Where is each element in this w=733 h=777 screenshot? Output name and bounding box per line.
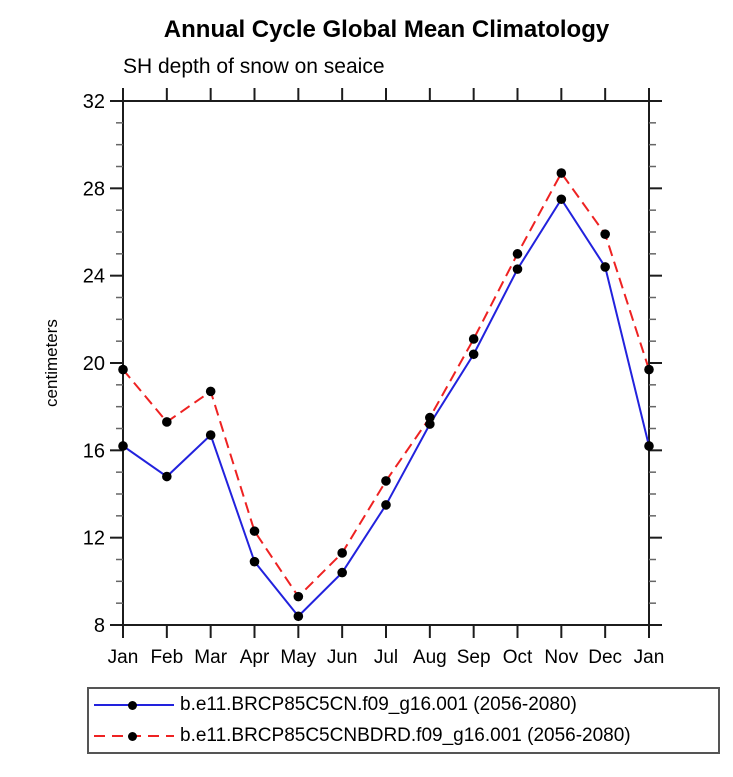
x-tick-label: Oct [503,647,533,668]
y-tick-label: 16 [83,440,105,462]
data-point-series-1 [556,168,567,178]
x-tick-label: Jan [634,647,665,668]
data-point-series-1 [425,412,435,423]
x-tick-label: Sep [457,647,491,668]
legend-item: b.e11.BRCP85C5CN.f09_g16.001 (2056-2080) [89,690,718,721]
y-tick-label: 12 [83,528,105,550]
data-point-series-0 [205,430,216,440]
data-point-series-0 [337,567,347,578]
data-point-series-0 [512,264,523,274]
x-tick-label: Mar [194,647,227,668]
legend-item: b.e11.BRCP85C5CNBDRD.f09_g16.001 (2056-2… [89,721,718,752]
data-point-series-0 [249,556,260,567]
x-tick-label: Jul [374,647,398,668]
y-tick-label: 28 [83,178,105,200]
y-tick-label: 32 [83,91,105,113]
x-tick-label: Apr [240,647,270,668]
y-tick-label: 24 [83,266,105,288]
data-point-series-1 [293,591,304,602]
data-point-series-1 [512,249,523,259]
series-line-1 [122,171,650,599]
data-point-series-1 [468,334,479,344]
y-tick-label: 8 [94,615,105,637]
x-tick-label: Dec [588,647,622,668]
chart-title: Annual Cycle Global Mean Climatology [163,16,610,43]
legend-box: b.e11.BRCP85C5CN.f09_g16.001 (2056-2080)… [87,687,720,754]
data-point-series-0 [118,441,128,451]
data-point-series-1 [205,386,216,397]
legend-marker-dot-icon [128,700,137,710]
legend-sample [94,731,174,742]
legend-label: b.e11.BRCP85C5CN.f09_g16.001 (2056-2080) [180,694,577,715]
y-axis-title: centimeters [42,319,61,407]
data-point-series-0 [644,441,654,451]
data-point-series-1 [118,364,128,375]
data-point-series-1 [600,229,610,239]
legend-label: b.e11.BRCP85C5CNBDRD.f09_g16.001 (2056-2… [180,725,631,746]
y-tick-label: 20 [83,353,105,375]
data-point-series-1 [162,417,172,427]
data-point-series-0 [293,611,304,622]
data-point-series-1 [337,548,347,558]
x-tick-label: Feb [150,647,183,668]
x-tick-label: Jun [327,647,358,668]
legend-marker-dot-icon [128,731,137,741]
data-point-series-1 [381,476,391,486]
plot-frame [122,100,650,626]
x-tick-label: Jan [108,647,139,668]
data-point-series-1 [249,526,260,536]
x-tick-label: Nov [544,647,578,668]
data-point-series-1 [644,364,654,375]
legend-sample [94,700,174,711]
data-point-series-0 [381,500,391,510]
x-tick-label: May [280,647,316,668]
data-point-series-0 [556,194,567,205]
series-line-0 [122,197,650,618]
chart-subtitle: SH depth of snow on seaice [123,55,385,78]
data-point-series-0 [468,349,479,360]
data-point-series-0 [600,262,610,272]
x-tick-label: Aug [413,647,447,668]
data-point-series-0 [162,471,172,482]
